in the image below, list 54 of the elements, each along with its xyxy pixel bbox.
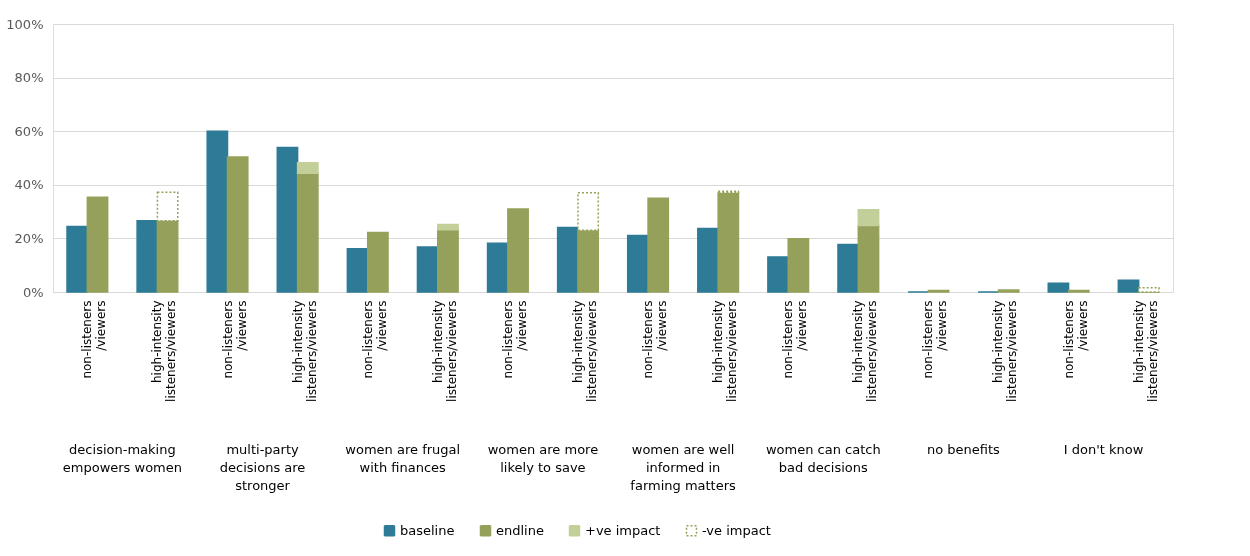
text: multi-party decisions are stronger bbox=[219, 442, 306, 493]
bar bbox=[366, 231, 389, 293]
x-tick-label: non-listeners /viewers bbox=[80, 300, 109, 379]
bar bbox=[857, 224, 880, 293]
bar bbox=[1137, 286, 1160, 293]
bar bbox=[296, 162, 319, 175]
text: women are more likely to save bbox=[487, 442, 599, 475]
bar bbox=[717, 192, 740, 293]
x-tick-label: non-listeners /viewers bbox=[781, 300, 810, 379]
text: no benefits bbox=[927, 442, 1001, 457]
bar bbox=[416, 246, 439, 293]
text: women are well informed in farming matters bbox=[630, 442, 737, 493]
bar bbox=[626, 234, 649, 293]
bar bbox=[437, 229, 459, 293]
y-tick-label: 100% bbox=[6, 16, 44, 32]
bar bbox=[486, 242, 509, 293]
bar bbox=[136, 219, 159, 293]
y-tick-label: 0% bbox=[22, 284, 44, 300]
bar bbox=[837, 243, 860, 293]
x-tick-label: non-listeners /viewers bbox=[360, 300, 389, 379]
text: decision-making empowers women bbox=[62, 442, 182, 475]
y-tick-label: 20% bbox=[14, 230, 44, 246]
y-tick-label: 40% bbox=[14, 177, 44, 193]
bar bbox=[66, 225, 89, 293]
x-tick-label: non-listeners /viewers bbox=[1061, 300, 1090, 379]
bar bbox=[206, 130, 229, 293]
bar bbox=[1047, 282, 1070, 293]
bar bbox=[86, 196, 109, 293]
bar bbox=[296, 172, 319, 293]
x-tick-label: non-listeners /viewers bbox=[220, 300, 249, 379]
legend-label: +ve impact bbox=[585, 522, 661, 538]
bar bbox=[857, 208, 880, 227]
x-tick-label: non-listeners /viewers bbox=[921, 300, 950, 379]
bar bbox=[346, 248, 369, 293]
y-tick-label: 80% bbox=[14, 70, 44, 86]
y-tick-label: 60% bbox=[14, 123, 44, 139]
text: I don't know bbox=[1063, 442, 1144, 457]
bar bbox=[767, 256, 789, 293]
legend-label: endline bbox=[496, 522, 544, 538]
bar bbox=[437, 223, 459, 231]
x-tick-label: non-listeners /viewers bbox=[641, 300, 670, 379]
text: women are frugal with finances bbox=[345, 442, 461, 475]
legend-label: baseline bbox=[400, 522, 455, 538]
bar bbox=[276, 146, 299, 293]
x-tick-label: non-listeners /viewers bbox=[500, 300, 529, 379]
text: women can catch bad decisions bbox=[765, 442, 881, 475]
bar bbox=[647, 197, 670, 293]
bar bbox=[697, 227, 719, 293]
bar bbox=[507, 208, 529, 293]
bar bbox=[787, 237, 810, 293]
legend-label: -ve impact bbox=[702, 522, 771, 538]
bar bbox=[556, 226, 579, 293]
bar bbox=[1117, 279, 1140, 293]
bar bbox=[226, 156, 249, 293]
